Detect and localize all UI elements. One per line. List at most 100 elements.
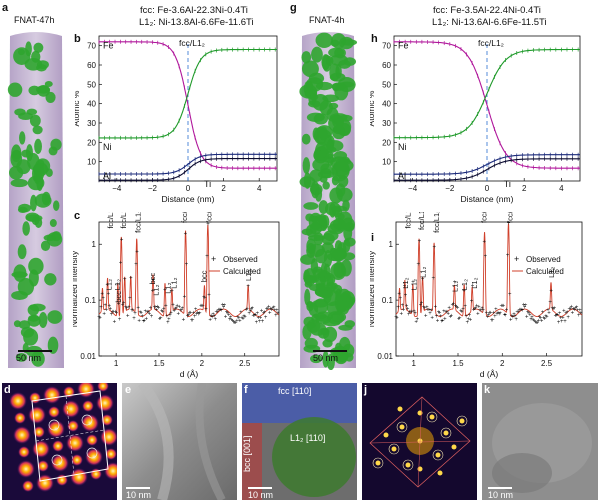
- observed-point: +: [209, 313, 213, 319]
- observed-point: +: [446, 311, 450, 317]
- y-tick-label: 1: [389, 240, 394, 249]
- panel-k-letter: k: [484, 384, 491, 396]
- panel-g-tomography: [299, 32, 358, 370]
- precipitate-blob: [313, 232, 324, 246]
- observed-point: +: [412, 309, 416, 315]
- observed-point: +: [149, 305, 153, 311]
- precipitate-blob: [317, 328, 330, 339]
- observed-point: +: [138, 310, 142, 316]
- x-tick-label: 2: [221, 184, 226, 193]
- observed-point: +: [561, 316, 565, 322]
- precipitate-blob: [34, 217, 43, 228]
- peak-label: bcc: [200, 270, 209, 282]
- observed-point: +: [516, 309, 520, 315]
- observed-point: +: [452, 302, 456, 308]
- observed-point: +: [135, 250, 139, 256]
- observed-point: +: [142, 318, 146, 324]
- observed-point: +: [169, 310, 173, 316]
- precipitate-blob: [23, 328, 39, 346]
- panel-k-scalebar: [488, 487, 512, 489]
- observed-point: +: [453, 280, 457, 286]
- observed-point: +: [205, 254, 209, 260]
- observed-point: +: [271, 306, 275, 312]
- y-tick-label: 20: [87, 138, 96, 147]
- observed-point: +: [426, 308, 430, 314]
- x-tick-label: 2.5: [239, 359, 251, 368]
- precipitate-blob: [43, 234, 57, 242]
- observed-point: +: [227, 313, 231, 319]
- precipitate-blob: [7, 82, 23, 97]
- precipitate-blob: [318, 213, 327, 226]
- observed-point: +: [233, 321, 237, 327]
- diffraction-spot: [459, 418, 465, 424]
- legend-observed-label: Observed: [526, 255, 561, 264]
- observed-point: +: [397, 292, 401, 298]
- diffraction-spot: [437, 470, 443, 476]
- panel-g-scale-label: 50 nm: [313, 353, 339, 363]
- observed-point: +: [190, 318, 194, 324]
- precipitate-blob: [329, 202, 337, 218]
- observed-point: +: [214, 310, 218, 316]
- observed-point: +: [145, 317, 149, 323]
- observed-point: +: [122, 301, 126, 307]
- observed-point: +: [554, 313, 558, 319]
- observed-point: +: [266, 307, 270, 313]
- observed-point: +: [229, 315, 233, 321]
- precipitate-blob: [331, 248, 348, 260]
- observed-point: +: [244, 307, 248, 313]
- observed-point: +: [394, 315, 398, 321]
- observed-point: +: [523, 305, 527, 311]
- observed-point: +: [108, 303, 112, 309]
- diffraction-spot: [71, 454, 83, 466]
- observed-point: +: [186, 314, 190, 320]
- observed-point: +: [195, 312, 199, 318]
- highlight-circle: [396, 421, 408, 433]
- observed-point: +: [395, 315, 399, 321]
- observed-point: +: [260, 308, 264, 314]
- diffraction-spot: [9, 392, 27, 410]
- precipitate-blob: [309, 183, 323, 196]
- y-tick-label: 40: [87, 100, 96, 109]
- observed-point: +: [178, 308, 182, 314]
- panel-e-scalebar: [126, 487, 150, 489]
- panel-f-fcc-label: fcc [110]: [278, 386, 312, 396]
- observed-point: +: [146, 309, 150, 315]
- observed-point: +: [469, 317, 473, 323]
- observed-point: +: [468, 313, 472, 319]
- diffraction-spot: [417, 410, 423, 416]
- panel-b-chart: −4 −2 0 2 4 10 20 30 40 50 60 70 Distance (nm) Atomic…: [75, 35, 278, 204]
- observed-point: +: [488, 310, 492, 316]
- observed-point: +: [123, 277, 127, 283]
- observed-point: +: [454, 303, 458, 309]
- observed-point: +: [545, 315, 549, 321]
- highlight-circle: [456, 415, 468, 427]
- diffraction-spot: [85, 448, 103, 466]
- observed-point: +: [184, 231, 188, 237]
- precipitate-blob: [32, 125, 43, 135]
- x-axis-label: d (Å): [180, 369, 199, 379]
- observed-point: +: [479, 308, 483, 314]
- precipitate-blob: [29, 303, 46, 312]
- precipitate-blob: [34, 138, 42, 155]
- observed-point: +: [459, 309, 463, 315]
- y-tick-label: 60: [382, 61, 391, 70]
- observed-point: +: [569, 307, 573, 313]
- observed-point: +: [102, 311, 106, 317]
- diffraction-spot: [14, 412, 26, 424]
- observed-point: +: [489, 311, 493, 317]
- observed-point: +: [444, 309, 448, 315]
- observed-point: +: [538, 315, 542, 321]
- panel-a-scalebar: [18, 350, 52, 352]
- observed-point: +: [478, 308, 482, 314]
- precipitate-blob: [53, 200, 60, 211]
- precipitate-blob: [41, 191, 51, 206]
- panel-i-chart: 1 1.5 2 2.5 0.01 0.1 1 d (Å) Normalized intensit…: [370, 212, 583, 379]
- observed-point: +: [515, 310, 519, 316]
- diffraction-spot: [62, 400, 80, 418]
- observed-point: +: [535, 321, 539, 327]
- observed-point: +: [164, 303, 168, 309]
- observed-point: +: [572, 307, 576, 313]
- diffraction-spot: [77, 383, 95, 398]
- observed-point: +: [542, 316, 546, 322]
- y-tick-label: 10: [87, 158, 96, 167]
